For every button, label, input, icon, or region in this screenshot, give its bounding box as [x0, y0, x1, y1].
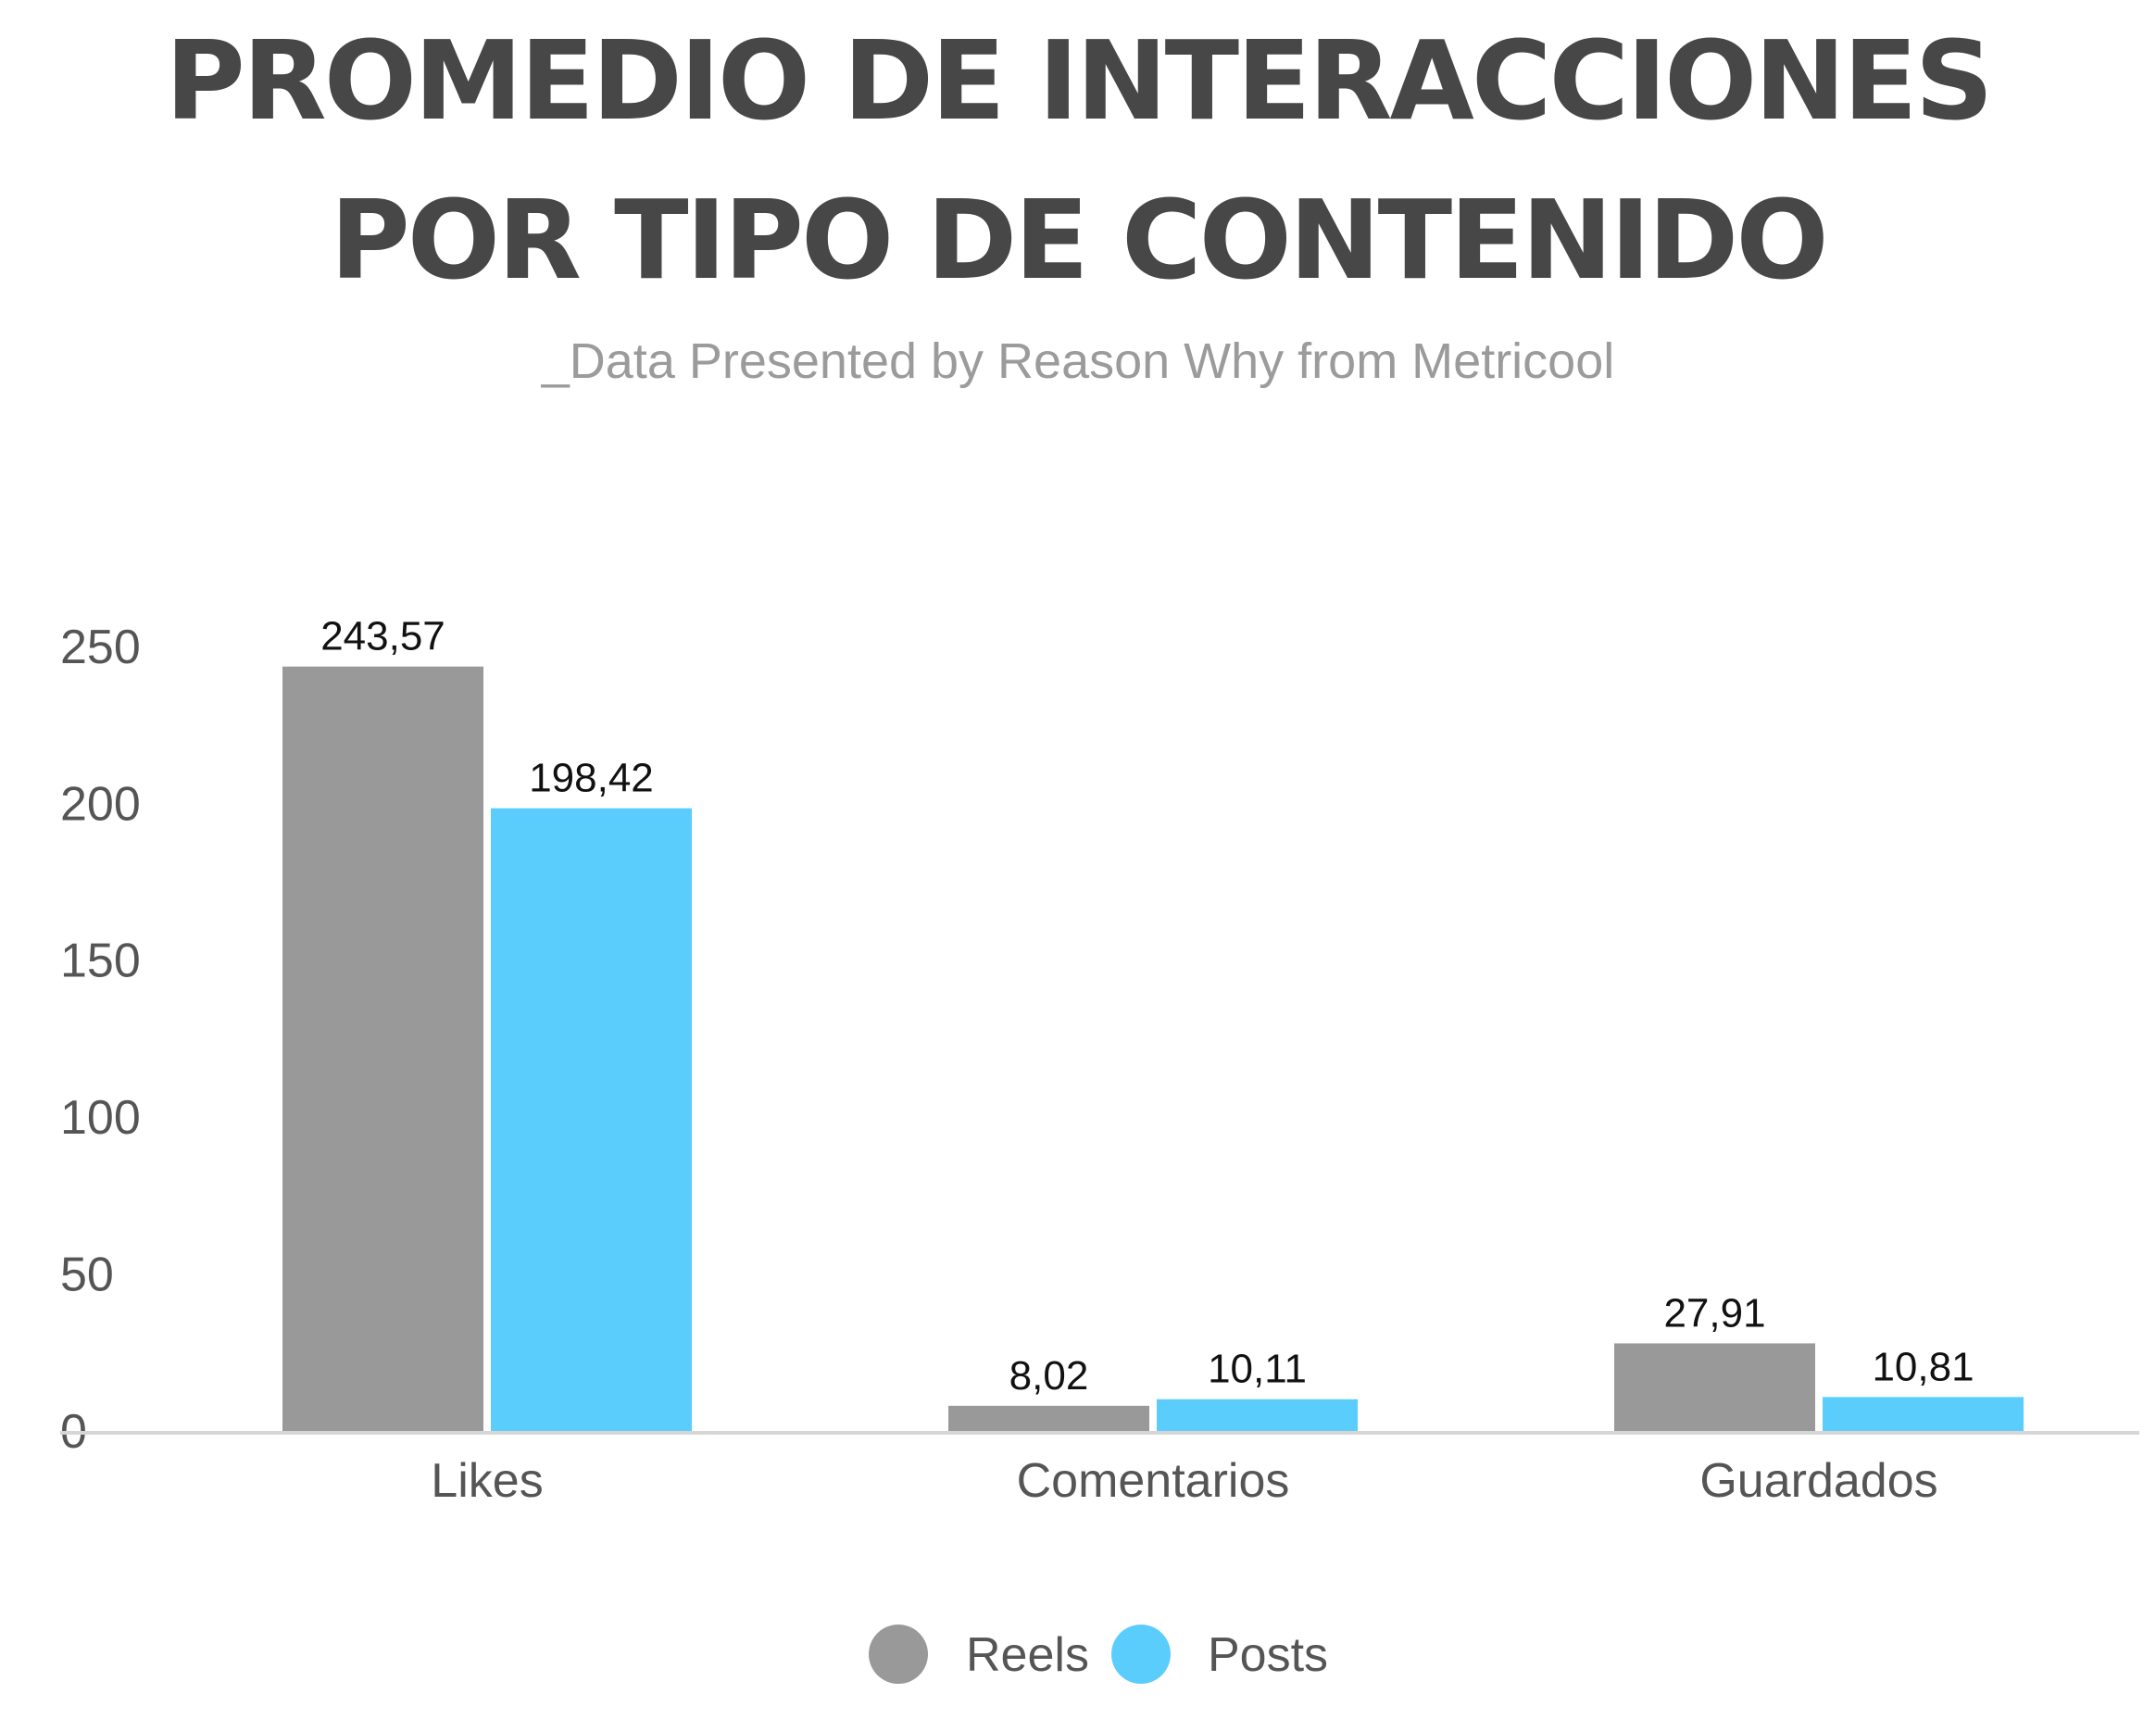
y-tick-label: 250	[60, 621, 141, 674]
data-label: 10,11	[1208, 1347, 1307, 1392]
data-labels-group: 243,57 198,42 8,02 10,11 27,91 10,81	[320, 614, 1974, 1399]
bar-posts-comentarios	[1157, 1399, 1358, 1431]
bar-reels-likes	[282, 666, 483, 1431]
bar-posts-likes	[491, 808, 692, 1431]
data-label: 10,81	[1872, 1344, 1974, 1389]
y-tick-label: 200	[60, 777, 141, 831]
legend-swatch-posts	[1111, 1625, 1171, 1684]
bar-reels-comentarios	[948, 1405, 1149, 1431]
legend-swatch-reels	[869, 1625, 928, 1684]
x-tick-label: Likes	[431, 1454, 543, 1508]
chart-subtitle: _Data Presented by Reason Why from Metri…	[541, 333, 1615, 389]
x-tick-label: Comentarios	[1017, 1454, 1290, 1508]
x-axis-ticks: Likes Comentarios Guardados	[431, 1454, 1937, 1508]
legend-label-posts: Posts	[1208, 1628, 1328, 1682]
bar-reels-guardados	[1614, 1343, 1815, 1431]
data-label: 198,42	[529, 756, 654, 801]
data-label: 243,57	[320, 614, 445, 659]
legend: Reels Posts	[869, 1625, 1328, 1684]
bar-posts-guardados	[1823, 1397, 2024, 1431]
chart-title-line-2: POR TIPO DE CONTENIDO	[330, 176, 1825, 304]
data-label: 27,91	[1663, 1290, 1765, 1336]
x-tick-label: Guardados	[1699, 1454, 1937, 1508]
data-label: 8,02	[1009, 1353, 1089, 1399]
bars-group	[282, 666, 2024, 1431]
y-tick-label: 50	[60, 1248, 114, 1302]
legend-label-reels: Reels	[966, 1628, 1089, 1682]
chart-title-line-1: PROMEDIO DE INTERACCIONES	[165, 17, 1990, 144]
y-tick-label: 100	[60, 1091, 141, 1145]
y-tick-label: 150	[60, 935, 141, 988]
